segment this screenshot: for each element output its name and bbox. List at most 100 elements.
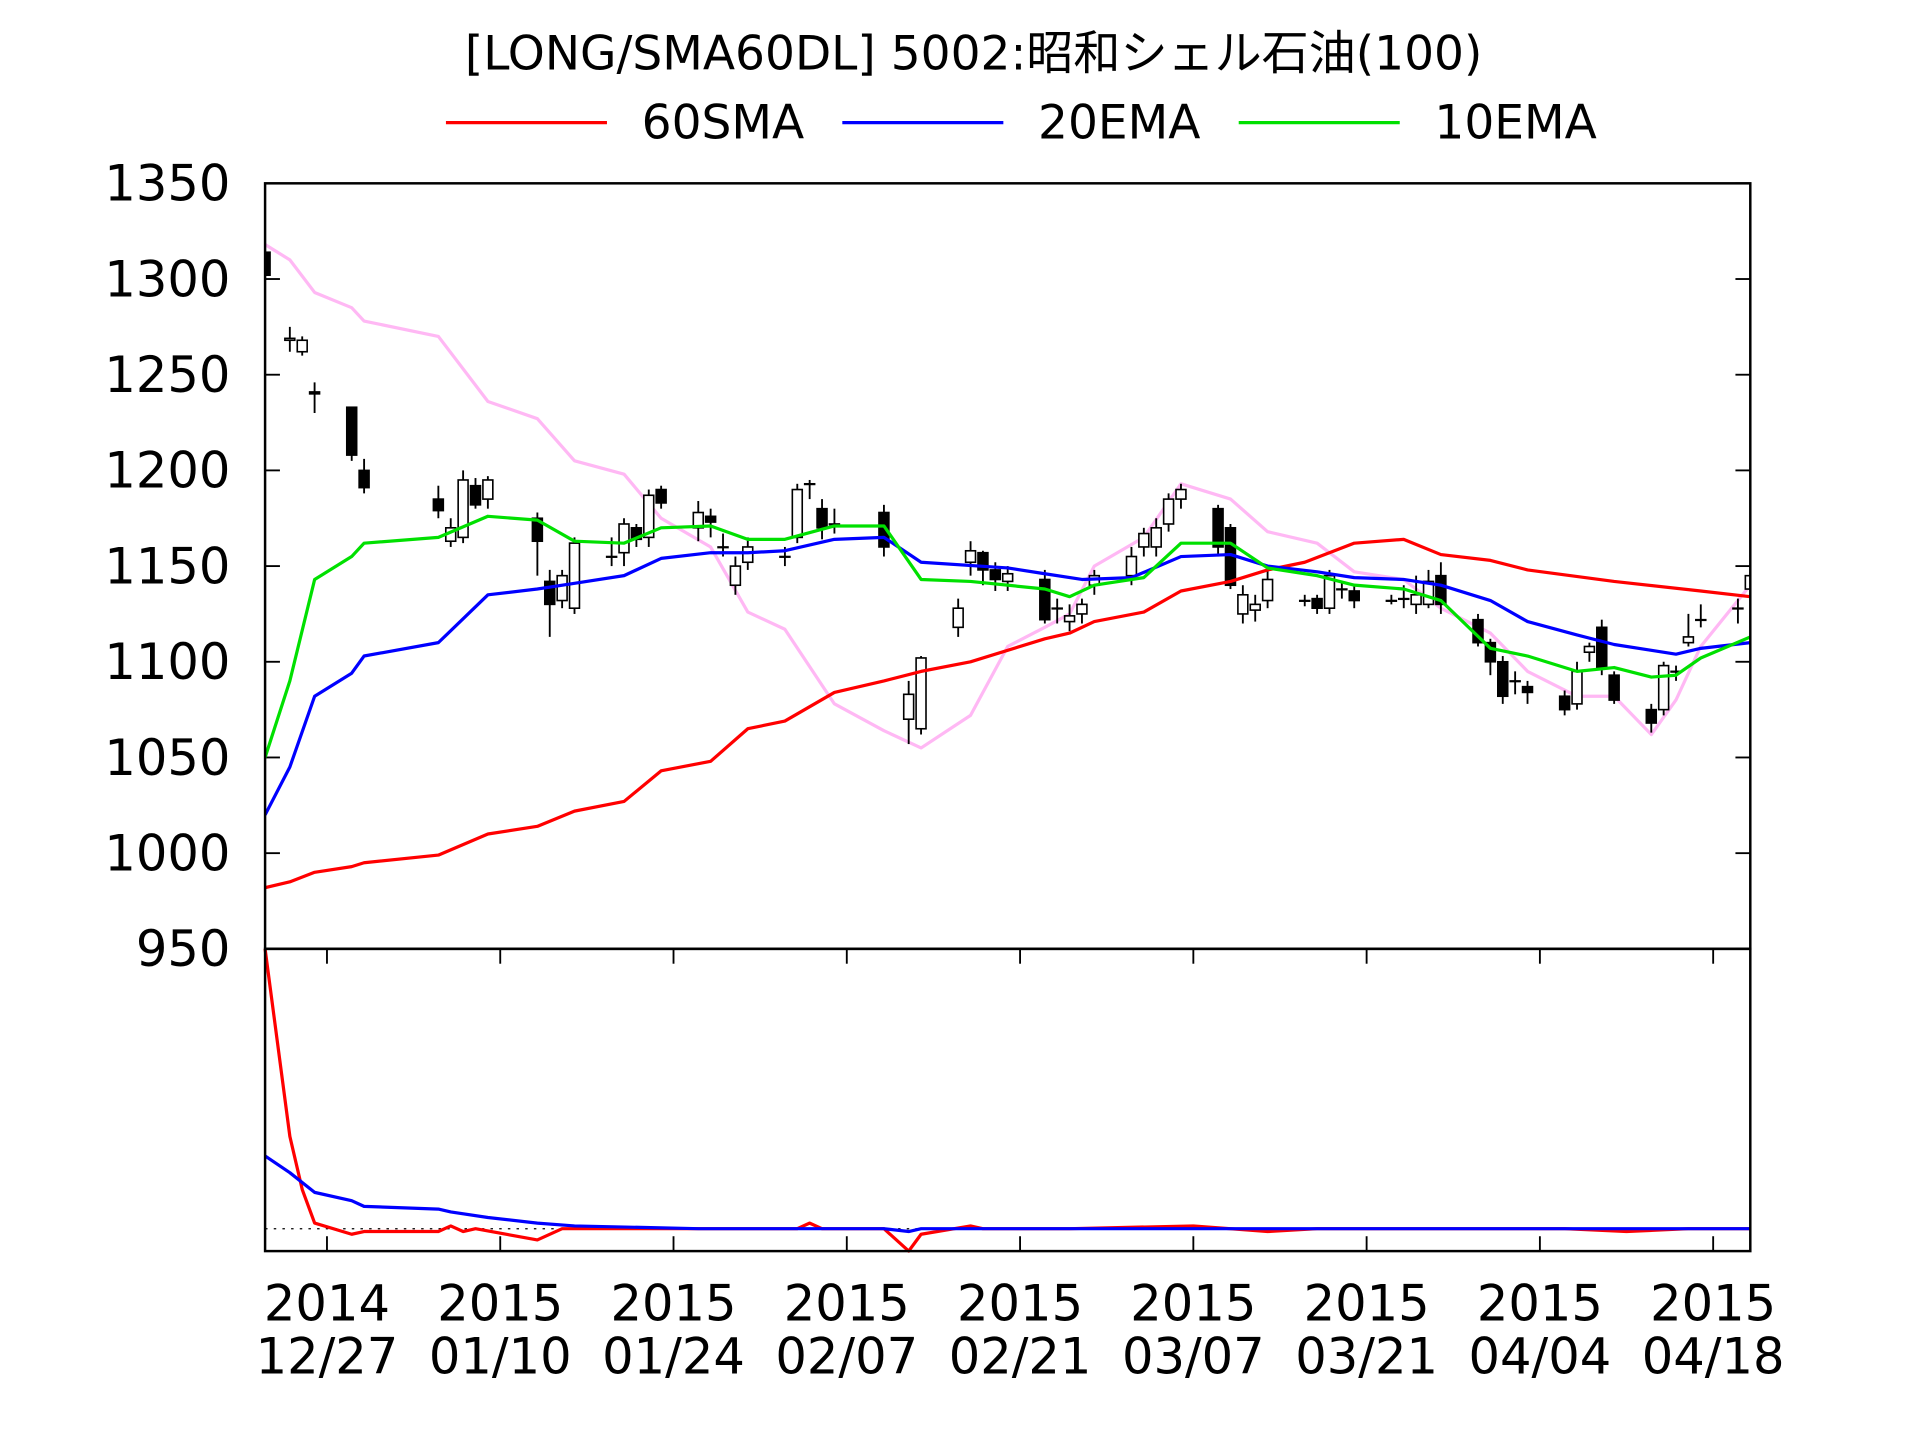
candle-body: [1311, 597, 1323, 609]
x-tick-label: 2015: [1650, 1274, 1776, 1332]
candle-body: [902, 693, 915, 721]
candle-body: [1484, 641, 1497, 663]
y-tick-label: 1100: [104, 633, 230, 691]
candle-body: [643, 494, 655, 539]
legend-label: 10EMA: [1434, 96, 1596, 151]
candle-body: [1583, 645, 1596, 654]
candle-body: [1645, 708, 1658, 724]
candle-body: [1410, 593, 1422, 606]
candle-body: [1063, 615, 1076, 623]
x-tick-label: 2015: [1130, 1274, 1256, 1332]
y-tick-label: 1350: [104, 155, 230, 213]
series-line: [265, 535, 1751, 816]
candle-body: [1336, 588, 1348, 591]
candle-body: [803, 482, 816, 486]
y-tick-label: 1200: [104, 442, 230, 500]
candle-body: [556, 574, 568, 602]
candle-body: [717, 546, 729, 549]
candle-body: [1125, 555, 1138, 577]
candle-body: [1657, 664, 1670, 711]
x-tick-label: 2015: [437, 1274, 563, 1332]
candle-body: [1695, 618, 1707, 622]
x-tick-label: 04/18: [1642, 1328, 1785, 1386]
candle-body: [1497, 660, 1509, 698]
candle-body: [977, 551, 989, 571]
candle-body: [1571, 670, 1583, 705]
candle-body: [1001, 572, 1014, 583]
candle-body: [1039, 578, 1051, 621]
candle-body: [284, 337, 296, 342]
candle-body: [779, 555, 791, 558]
candle-body: [568, 542, 581, 609]
candle-body: [1237, 593, 1249, 615]
candle-body: [915, 657, 927, 730]
candle-body: [1682, 636, 1695, 644]
legend-label: 60SMA: [642, 96, 805, 151]
candle-body: [729, 565, 742, 587]
candle-body: [457, 479, 469, 539]
candle-body: [1261, 578, 1274, 602]
candle-body: [1385, 599, 1398, 602]
candle-body: [1397, 597, 1410, 601]
candle-body: [1422, 580, 1435, 606]
x-tick-label: 01/24: [602, 1328, 745, 1386]
series-line: [263, 948, 1751, 1253]
x-tick-label: 03/21: [1295, 1328, 1438, 1386]
x-tick-label: 2015: [957, 1274, 1083, 1332]
y-tick-label: 1000: [104, 825, 230, 883]
x-tick-label: 12/27: [256, 1328, 399, 1386]
y-tick-label: 1050: [104, 729, 230, 787]
candle-body: [1212, 507, 1224, 548]
x-tick-label: 01/10: [429, 1328, 572, 1386]
y-tick-label: 1250: [104, 346, 230, 404]
series-line: [265, 243, 1751, 750]
x-tick-label: 2015: [1304, 1274, 1430, 1332]
candle-body: [1608, 674, 1620, 701]
candle-body: [1509, 680, 1521, 683]
candle-body: [1435, 574, 1447, 606]
candle-body: [742, 546, 754, 564]
y-tick-label: 950: [136, 920, 231, 978]
candle-body: [531, 517, 544, 543]
x-tick-label: 2015: [610, 1274, 736, 1332]
candle-body: [989, 569, 1002, 581]
candle-body: [265, 251, 271, 276]
candle-body: [1348, 590, 1360, 602]
series-line: [265, 514, 1751, 758]
x-tick-label: 04/04: [1469, 1328, 1612, 1386]
candle-body: [655, 488, 667, 504]
y-tick-label: 1300: [104, 250, 230, 308]
x-tick-label: 2015: [1477, 1274, 1603, 1332]
candle-body: [432, 498, 445, 512]
candle-body: [618, 523, 630, 554]
candle-body: [964, 549, 977, 564]
candle-body: [482, 479, 494, 500]
plot-frame: [263, 947, 1752, 1253]
candle-body: [1138, 532, 1150, 548]
x-tick-label: 03/07: [1122, 1328, 1265, 1386]
candle-body: [1732, 607, 1744, 610]
candle-body: [952, 607, 964, 629]
x-tick-label: 2014: [264, 1274, 390, 1332]
series-line: [265, 537, 1751, 890]
candle-body: [1150, 527, 1162, 548]
candle-body: [308, 391, 321, 395]
candle-body: [1596, 626, 1608, 669]
candle-body: [1298, 599, 1311, 602]
candle-body: [358, 469, 370, 489]
candle-body: [605, 555, 618, 558]
x-tick-label: 02/07: [775, 1328, 918, 1386]
candle-body: [1076, 603, 1088, 615]
candle-body: [543, 580, 556, 606]
candle-body: [1249, 603, 1261, 611]
candle-body: [1162, 498, 1175, 525]
candle-body: [1051, 607, 1063, 610]
candle-body: [1521, 685, 1534, 694]
candle-body: [704, 515, 717, 523]
series-line: [264, 1154, 1751, 1234]
chart-title: [LONG/SMA60DL] 5002:昭和シェル石油(100): [465, 26, 1482, 81]
candle-body: [878, 511, 890, 548]
x-tick-label: 02/21: [949, 1328, 1092, 1386]
